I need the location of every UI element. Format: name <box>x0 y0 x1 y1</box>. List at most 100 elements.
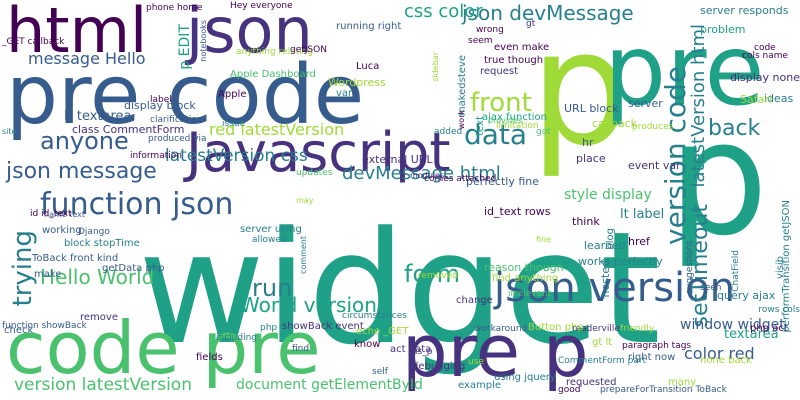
cloud-word: URL block <box>564 102 619 115</box>
cloud-word: know <box>354 339 381 350</box>
cloud-word: red latestVersion <box>209 120 345 139</box>
cloud-word: as_p <box>412 347 433 357</box>
cloud-word: clarification <box>150 115 203 125</box>
cloud-word: server <box>628 97 663 110</box>
cloud-word: got <box>536 127 551 137</box>
cloud-word: data <box>464 118 528 151</box>
cloud-word: added <box>434 127 463 137</box>
cloud-word: hr <box>582 136 594 149</box>
cloud-word: Wordpress <box>328 76 386 89</box>
cloud-word: latestVersion html <box>688 24 709 188</box>
cloud-word: var <box>336 88 353 99</box>
cloud-word: server responds <box>700 4 789 17</box>
cloud-word: display block <box>124 99 196 112</box>
cloud-word: readerville <box>572 324 620 334</box>
cloud-word: perfectly fine <box>466 175 540 188</box>
cloud-word: style display <box>564 187 652 203</box>
cloud-word: problem <box>700 23 746 36</box>
cloud-word: external URL <box>362 153 433 166</box>
cloud-word: irrelevant <box>508 289 552 299</box>
cloud-word: form <box>404 260 460 288</box>
cloud-word: works perfectly <box>578 255 663 268</box>
cloud-word: use <box>468 357 484 367</box>
cloud-word: Luca <box>356 61 380 72</box>
cloud-word: pre p <box>402 309 589 393</box>
cloud-word: function json <box>40 187 234 222</box>
cloud-word: even make <box>494 42 550 53</box>
cloud-word: many <box>668 377 697 388</box>
cloud-word: debugging <box>412 361 466 372</box>
cloud-word: getJSON <box>290 45 327 55</box>
cloud-word: suggestions <box>685 240 695 294</box>
cloud-word: information <box>130 151 182 161</box>
cloud-word: pre <box>604 14 765 128</box>
cloud-word: sidebar <box>431 52 440 82</box>
cloud-word: work <box>457 110 466 130</box>
cloud-word: right now <box>628 352 676 363</box>
cloud-word: lt label <box>620 207 665 222</box>
cloud-word: act data <box>390 344 432 355</box>
cloud-word: wrong <box>476 25 504 35</box>
cloud-word: server using <box>240 224 302 235</box>
cloud-word: pre code <box>6 48 365 143</box>
cloud-word: working <box>42 225 82 236</box>
cloud-word: css color <box>404 1 483 22</box>
cloud-word: getData php <box>102 263 165 274</box>
cloud-word: Safari <box>740 93 772 106</box>
cloud-word: version code <box>659 66 692 245</box>
cloud-word: request <box>480 66 519 77</box>
cloud-word: requested <box>566 377 617 388</box>
cloud-word: label <box>150 95 172 105</box>
cloud-word: id_text rows <box>484 205 551 218</box>
cloud-word: php act <box>750 323 788 334</box>
cloud-word: reason though <box>484 261 564 274</box>
cloud-word: href <box>628 235 650 248</box>
cloud-word: showBack event <box>282 321 364 332</box>
cloud-word: workaround <box>474 324 528 334</box>
cloud-word: p EDIT <box>177 24 193 70</box>
cloud-word: rows cols <box>758 305 800 315</box>
cloud-word: removed <box>418 271 458 281</box>
cloud-word: prepareForTransition ToBack <box>600 385 727 395</box>
cloud-word: block stopTime <box>64 238 140 249</box>
cloud-word: event var <box>628 159 681 172</box>
cloud-word: issue <box>222 119 246 129</box>
cloud-word: place <box>576 152 606 165</box>
cloud-word: seem <box>468 36 493 46</box>
cloud-word: change <box>456 295 493 306</box>
cloud-word: CommentForm part <box>558 356 647 366</box>
cloud-word: latestVersion css <box>165 146 308 166</box>
cloud-word: anything relating <box>236 47 314 57</box>
cloud-word: front <box>470 88 532 118</box>
cloud-word: lt textarea <box>64 109 132 124</box>
cloud-word: including <box>216 333 257 343</box>
cloud-word: Button php <box>528 322 584 333</box>
cloud-word: site <box>2 127 17 136</box>
cloud-word: phone home <box>146 3 203 13</box>
cloud-word: example <box>458 380 502 391</box>
cloud-word: Hey everyone <box>230 1 293 11</box>
cloud-word: ToBack front kind <box>32 253 119 264</box>
cloud-word: color red <box>684 344 755 363</box>
cloud-word: paragraph tags <box>622 341 692 351</box>
cloud-word: textarea <box>724 327 779 342</box>
cloud-word: remove <box>80 312 118 323</box>
cloud-word: Hello World <box>40 265 155 289</box>
cloud-word: message Hello <box>28 49 146 68</box>
cloud-word: hosted <box>599 260 612 298</box>
cloud-word: gt lt <box>592 337 613 348</box>
cloud-word: find <box>292 344 310 354</box>
cloud-word: html <box>6 0 148 67</box>
cloud-word: Javascript <box>186 121 451 184</box>
cloud-word: comment <box>299 236 308 275</box>
cloud-word: name text <box>44 210 86 219</box>
cloud-word: document getElementById <box>236 377 423 393</box>
cloud-word: text <box>475 116 486 136</box>
cloud-word: trying <box>8 230 38 307</box>
cloud-word: code <box>754 43 776 53</box>
cloud-word: provides <box>488 116 523 125</box>
cloud-word: self <box>372 367 388 377</box>
cloud-word: running right <box>336 21 402 32</box>
cloud-word: World version <box>240 293 377 317</box>
